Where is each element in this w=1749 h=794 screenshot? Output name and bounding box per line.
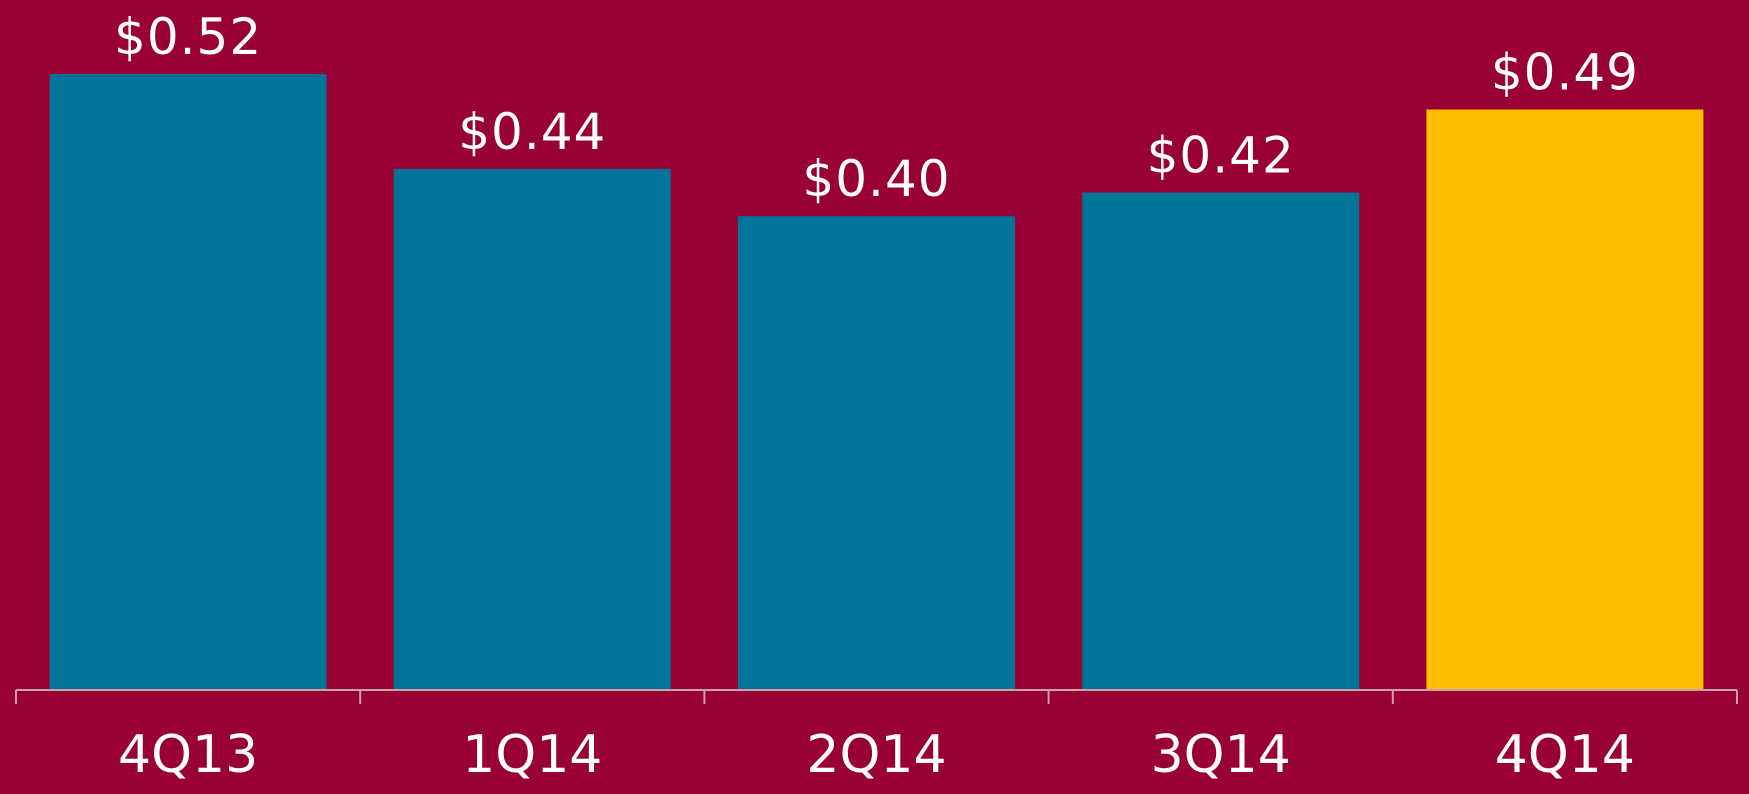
x-tick-label-3q14: 3Q14 [1151,725,1291,785]
bar-2q14 [738,216,1015,690]
x-tick-label-1q14: 1Q14 [462,725,602,785]
value-label-3q14: $0.42 [1147,127,1295,185]
value-label-4q14: $0.49 [1491,44,1639,102]
value-label-2q14: $0.40 [802,150,950,208]
value-label-4q13: $0.52 [114,8,262,66]
x-tick-label-4q13: 4Q13 [118,725,258,785]
x-tick-label-4q14: 4Q14 [1495,725,1635,785]
bars-group [49,74,1704,691]
bar-3q14 [1082,192,1360,690]
bar-4q13 [49,74,327,690]
bar-1q14 [393,168,671,691]
value-label-1q14: $0.44 [458,103,606,161]
x-axis [15,689,1738,704]
value-labels-group: $0.52 $0.44 $0.40 $0.42 $0.49 [114,8,1639,208]
x-tick-label-2q14: 2Q14 [806,725,946,785]
bar-4q14 [1426,109,1704,690]
x-tick-labels-group: 4Q13 1Q14 2Q14 3Q14 4Q14 [118,725,1635,785]
